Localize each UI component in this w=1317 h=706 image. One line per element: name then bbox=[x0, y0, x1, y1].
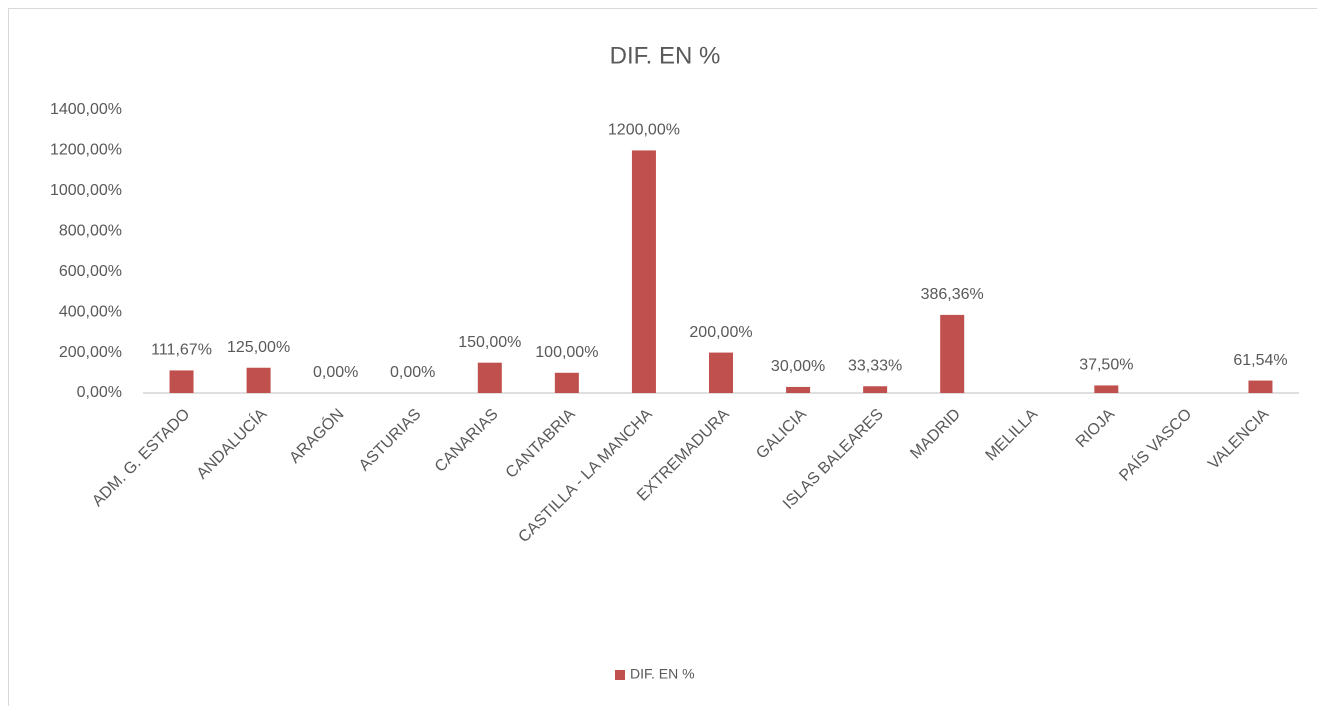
value-label: 0,00% bbox=[390, 364, 435, 381]
y-tick-label: 200,00% bbox=[59, 344, 122, 361]
y-tick-label: 1000,00% bbox=[50, 182, 122, 199]
legend-label: DIF. EN % bbox=[630, 666, 695, 682]
bar bbox=[1094, 385, 1119, 393]
bar bbox=[786, 386, 811, 393]
value-label: 125,00% bbox=[227, 339, 290, 356]
bar bbox=[477, 362, 502, 393]
bar bbox=[863, 386, 888, 393]
value-label: 61,54% bbox=[1233, 352, 1287, 369]
bar bbox=[246, 367, 271, 393]
legend-swatch bbox=[615, 670, 625, 680]
chart-frame bbox=[8, 8, 1317, 706]
bar bbox=[554, 372, 579, 393]
bar bbox=[1248, 380, 1273, 393]
value-label: 33,33% bbox=[848, 357, 902, 374]
bar bbox=[631, 150, 656, 393]
y-tick-label: 800,00% bbox=[59, 223, 122, 240]
bar bbox=[709, 352, 733, 393]
bar bbox=[940, 314, 965, 393]
value-label: 100,00% bbox=[535, 344, 598, 361]
y-tick-label: 0,00% bbox=[77, 384, 122, 401]
y-tick-label: 1200,00% bbox=[50, 142, 122, 159]
value-label: 150,00% bbox=[458, 334, 521, 351]
value-label: 30,00% bbox=[771, 358, 825, 375]
value-label: 386,36% bbox=[921, 286, 984, 303]
y-tick-label: 1400,00% bbox=[50, 101, 122, 118]
y-tick-label: 600,00% bbox=[59, 263, 122, 280]
value-label: 111,67% bbox=[151, 342, 212, 359]
chart-title: DIF. EN % bbox=[610, 42, 721, 69]
y-tick-label: 400,00% bbox=[59, 303, 122, 320]
value-label: 37,50% bbox=[1079, 357, 1133, 374]
value-label: 0,00% bbox=[313, 364, 358, 381]
value-label: 1200,00% bbox=[608, 122, 680, 139]
value-label: 200,00% bbox=[689, 324, 752, 341]
bar bbox=[169, 370, 194, 393]
